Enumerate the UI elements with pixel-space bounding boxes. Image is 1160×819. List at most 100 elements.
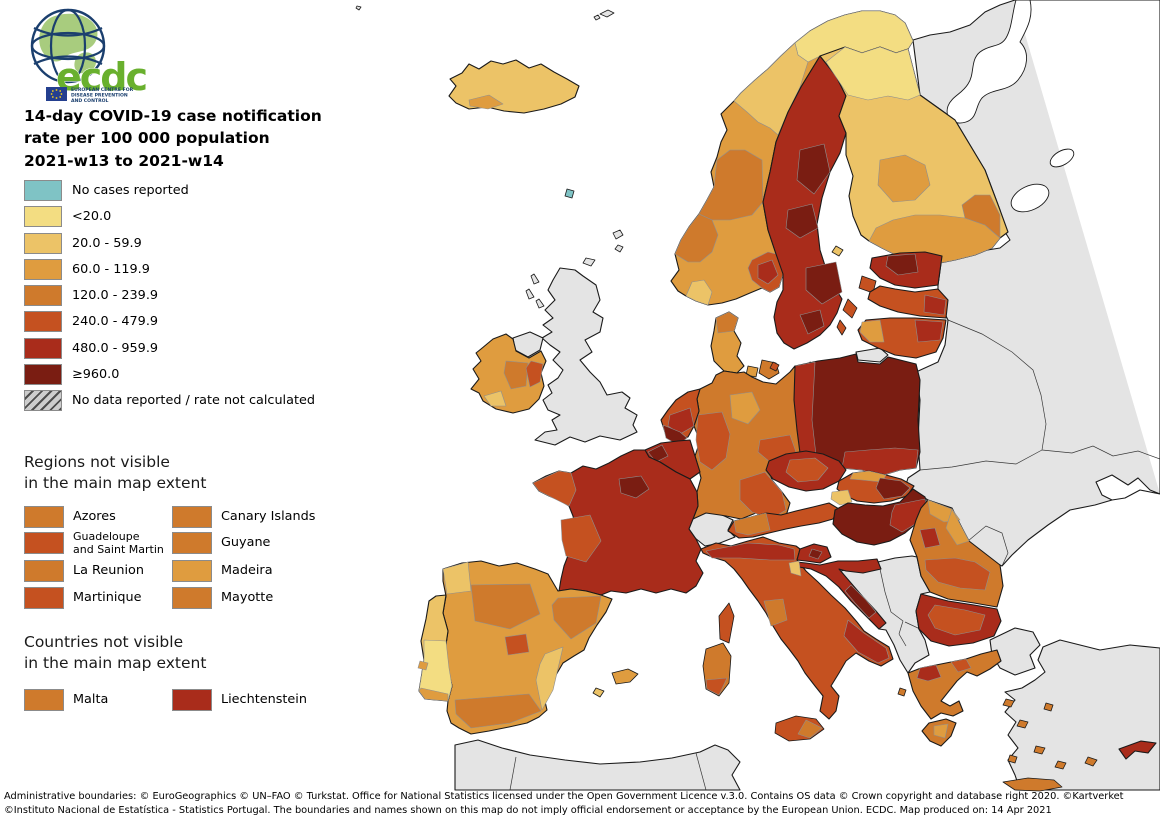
martinique-swatch <box>24 586 64 609</box>
spain-madrid-region <box>504 633 530 656</box>
legend-label: 60.0 - 119.9 <box>72 261 150 277</box>
sweden-south-region <box>799 309 825 335</box>
finland-southeast-region <box>961 194 1001 239</box>
croatia-dalmatia-region <box>844 584 877 619</box>
legend-swatch-480-959 <box>24 337 62 359</box>
org-line-2: DISEASE PREVENTION <box>71 93 128 99</box>
poland-south-region <box>841 447 919 477</box>
finland-central-region <box>877 154 931 203</box>
legend-row: 20.0 - 59.9 <box>24 232 315 254</box>
regions-heading-line-1: Regions not visible <box>24 453 170 471</box>
region-item-guadeloupe: Guadeloupe and Saint Martin <box>24 530 164 556</box>
azores-label: Azores <box>73 509 116 524</box>
region-item-la-reunion: La Reunion <box>24 559 144 582</box>
guadeloupe-swatch <box>24 531 64 554</box>
czechia-central-region <box>785 457 829 483</box>
corsica-island <box>718 602 735 644</box>
germany-lowersaxony-region <box>729 391 761 425</box>
mayotte-label: Mayotte <box>221 590 274 605</box>
bulgaria-central-region <box>927 604 986 636</box>
europe-map <box>355 0 1160 792</box>
legend-label: No data reported / rate not calculated <box>72 393 315 409</box>
ireland-east-region <box>525 360 544 388</box>
peloponnese-inner-region <box>933 723 949 739</box>
romania-west-region <box>919 527 941 549</box>
country-item-malta: Malta <box>24 688 108 711</box>
la-reunion-label: La Reunion <box>73 563 144 578</box>
region-item-azores: Azores <box>24 505 116 528</box>
guyane-swatch <box>172 531 212 554</box>
legend-swatch-60-119 <box>24 258 62 280</box>
legend-label: 20.0 - 59.9 <box>72 235 142 251</box>
legend-row: 60.0 - 119.9 <box>24 258 315 280</box>
oland-island <box>836 319 847 336</box>
svalbard-jan-mayen <box>355 5 615 21</box>
aegean-islands <box>897 687 1098 770</box>
france-paris-region <box>618 475 650 499</box>
region-item-canary-islands: Canary Islands <box>172 505 315 528</box>
ecdc-wordmark: ecdc <box>56 55 146 99</box>
region-item-madeira: Madeira <box>172 559 273 582</box>
country-united-kingdom <box>534 267 638 446</box>
rate-legend: No cases reported <20.0 20.0 - 59.9 60.0… <box>24 180 315 417</box>
sweden-mid-region <box>785 203 819 239</box>
romania-south-region <box>924 557 991 591</box>
slovakia-east-region <box>875 477 911 500</box>
mayotte-swatch <box>172 586 212 609</box>
africa-internal-borders <box>509 752 707 791</box>
legend-label: <20.0 <box>72 209 112 225</box>
norway-trondelag-region <box>698 149 764 221</box>
gotland-island <box>842 298 858 319</box>
sweden-stockholm-region <box>805 261 843 305</box>
country-cyprus <box>1118 740 1157 760</box>
malta-label: Malta <box>73 692 109 707</box>
lake-ladoga <box>1010 183 1050 213</box>
italy-puglia-region <box>843 619 890 664</box>
denmark-north-jutland <box>715 311 739 334</box>
italy-umbria-region <box>763 598 788 627</box>
croatia-istria-region <box>788 560 802 577</box>
countries-heading-line-1: Countries not visible <box>24 633 184 651</box>
italy-po-valley-region <box>705 542 796 561</box>
la-reunion-swatch <box>24 559 64 582</box>
eastern-internal-borders <box>919 319 1160 567</box>
madeira-swatch <box>172 559 212 582</box>
orkney-shetland-hebrides <box>525 229 624 309</box>
netherlands-mid-region <box>667 407 695 435</box>
sardinia-south-region <box>705 677 728 696</box>
org-line-3: AND CONTROL <box>71 98 109 104</box>
mallorca-island <box>611 668 639 685</box>
liechtenstein-label: Liechtenstein <box>221 692 307 707</box>
iceland-sw-region <box>468 94 504 110</box>
legend-label: No cases reported <box>72 183 189 198</box>
germany-west-region <box>695 411 731 471</box>
country-faroe-islands <box>564 188 575 199</box>
legend-label: 240.0 - 479.9 <box>72 314 159 330</box>
austria-tyrol-region <box>733 512 771 536</box>
legend-label: 480.0 - 959.9 <box>72 340 159 356</box>
title-line-1: 14-day COVID-19 case notification <box>24 107 322 125</box>
attribution-footer: Administrative boundaries: © EuroGeograp… <box>4 790 1124 817</box>
legend-label: ≥960.0 <box>72 367 120 383</box>
legend-row: No data reported / rate not calculated <box>24 390 315 412</box>
norway-westcoast-region <box>674 213 719 263</box>
legend-row: 240.0 - 479.9 <box>24 311 315 333</box>
sweden-north-region <box>796 143 831 195</box>
norway-agder-region <box>685 279 713 306</box>
title-line-3: 2021-w13 to 2021-w14 <box>24 152 224 170</box>
org-line-1: EUROPEAN CENTRE FOR <box>71 87 134 93</box>
guadeloupe-label-2: and Saint Martin <box>73 542 164 556</box>
country-item-liechtenstein: Liechtenstein <box>172 688 307 711</box>
country-greece <box>907 649 1002 720</box>
sicily-east-region <box>797 719 823 739</box>
france-brittany-region <box>532 470 577 507</box>
footer-line-2: ©Instituto Nacional de Estatística - Sta… <box>4 804 1052 816</box>
hungary-east-region <box>889 498 928 533</box>
martinique-label: Martinique <box>73 590 142 605</box>
countries-heading-line-2: in the main map extent <box>24 654 207 672</box>
regions-section-heading: Regions not visible in the main map exte… <box>24 452 206 494</box>
legend-swatch-no-cases <box>24 180 62 201</box>
lithuania-west-region <box>859 319 885 343</box>
legend-row: <20.0 <box>24 206 315 228</box>
regions-heading-line-2: in the main map extent <box>24 474 207 492</box>
